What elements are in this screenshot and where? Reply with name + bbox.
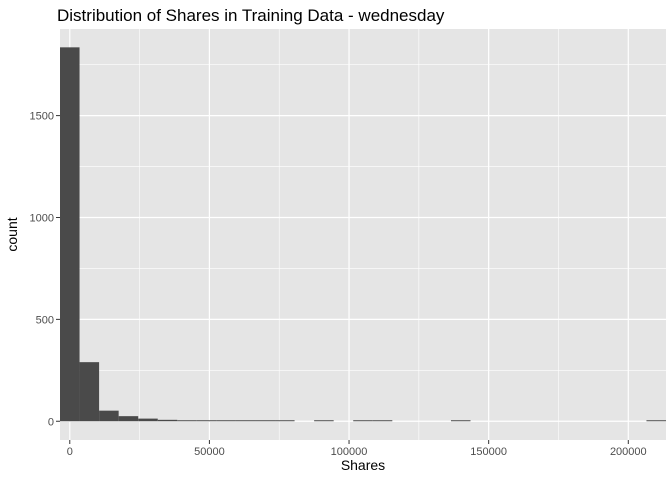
bars (60, 47, 666, 422)
histogram-bar (646, 420, 666, 422)
y-tick-label: 0 (48, 416, 54, 428)
histogram-bar (275, 420, 295, 422)
y-axis-ticks: 0 500 1000 1500 (30, 111, 60, 428)
x-axis-title: Shares (341, 457, 385, 473)
histogram-bar (79, 362, 100, 422)
histogram-bar (196, 420, 217, 422)
y-tick-label: 1500 (30, 111, 54, 123)
x-tick-label: 50000 (194, 446, 225, 458)
histogram-bar (235, 420, 256, 422)
histogram-bar (138, 418, 158, 422)
y-axis-title: count (4, 217, 20, 251)
histogram-bar (118, 416, 139, 422)
plot-panel (60, 29, 666, 440)
histogram-bar (314, 420, 334, 422)
x-tick-label: 150000 (470, 446, 507, 458)
histogram-bar (255, 420, 276, 422)
histogram-bar (450, 420, 471, 422)
histogram-bar (216, 420, 236, 422)
x-axis-ticks: 0 50000 100000 150000 200000 (67, 440, 647, 458)
histogram-bar (99, 410, 119, 422)
histogram-bar (353, 420, 373, 422)
histogram-bar (372, 420, 393, 422)
y-tick-label: 500 (36, 314, 54, 326)
x-tick-label: 0 (67, 446, 73, 458)
chart-title: Distribution of Shares in Training Data … (57, 6, 445, 25)
histogram-bar (157, 419, 178, 422)
y-tick-label: 1000 (30, 212, 54, 224)
x-tick-label: 100000 (331, 446, 368, 458)
histogram-bar (177, 420, 197, 422)
histogram-bar (60, 47, 80, 422)
x-tick-label: 200000 (610, 446, 647, 458)
grid-minor (60, 29, 666, 440)
